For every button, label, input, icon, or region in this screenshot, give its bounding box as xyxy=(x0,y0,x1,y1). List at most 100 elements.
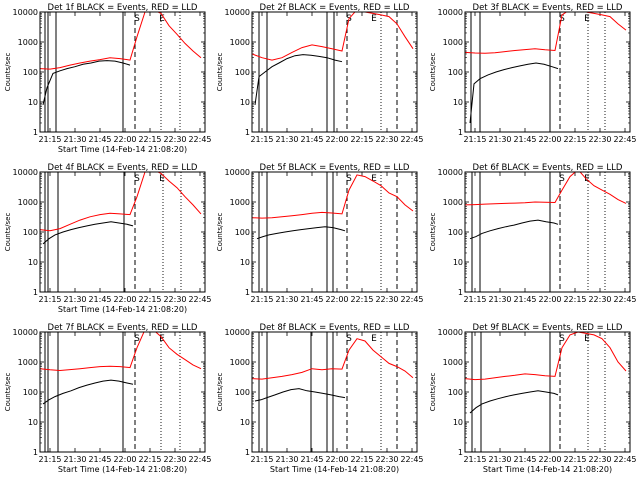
panel-title: Det 3f BLACK = Events, RED = LLD xyxy=(473,3,623,13)
x-tick-label: 21:30 xyxy=(275,295,298,304)
annotation-s: S xyxy=(559,14,565,24)
detector-panel-8: Det 8f BLACK = Events, RED = LLD Counts/s… xyxy=(216,323,424,474)
x-tick-label: 22:15 xyxy=(350,455,373,464)
y-tick-label: 1 xyxy=(33,448,38,457)
y-tick-label: 1 xyxy=(33,128,38,137)
x-tick-label: 22:00 xyxy=(325,295,348,304)
x-tick-label: 21:15 xyxy=(38,135,61,144)
detector-panel-7: Det 7f BLACK = Events, RED = LLD Counts/s… xyxy=(4,323,212,474)
plot-frame xyxy=(464,331,631,453)
y-tick-label: 1 xyxy=(458,128,463,137)
series-events-line xyxy=(469,62,559,124)
y-tick-label: 10 xyxy=(453,258,463,267)
y-axis-label: Counts/sec xyxy=(4,373,12,412)
panel-title: Det 9f BLACK = Events, RED = LLD xyxy=(473,323,623,333)
x-tick-label: 22:00 xyxy=(113,455,136,464)
x-tick-label: 21:45 xyxy=(300,295,323,304)
x-tick-label: 21:15 xyxy=(38,295,61,304)
x-tick-label: 22:15 xyxy=(350,295,373,304)
y-tick-label: 1000 xyxy=(18,198,38,207)
y-tick-label: 1 xyxy=(33,288,38,297)
series-events-line xyxy=(42,221,134,245)
x-tick-label: 22:45 xyxy=(188,135,211,144)
y-axis-label: Counts/sec xyxy=(4,213,12,252)
series-lld-line xyxy=(465,172,627,206)
x-tick-label: 22:15 xyxy=(138,135,161,144)
x-tick-label: 21:45 xyxy=(88,455,111,464)
y-tick-label: 10000 xyxy=(225,328,250,337)
series-lld-line xyxy=(252,12,414,61)
x-tick-label: 21:45 xyxy=(300,455,323,464)
y-tick-label: 1 xyxy=(458,448,463,457)
plot-frame xyxy=(251,331,418,453)
series-events-line xyxy=(256,226,346,240)
x-tick-label: 21:30 xyxy=(488,295,511,304)
x-tick-label: 22:15 xyxy=(350,135,373,144)
x-tick-label: 21:30 xyxy=(63,135,86,144)
x-tick-label: 22:15 xyxy=(563,455,586,464)
annotation-e: E xyxy=(159,174,165,184)
y-tick-label: 100 xyxy=(23,388,38,397)
y-tick-label: 10000 xyxy=(438,168,463,177)
x-tick-label: 21:15 xyxy=(38,455,61,464)
detector-panel-9: Det 9f BLACK = Events, RED = LLD Counts/s… xyxy=(429,323,637,474)
plot-frame xyxy=(464,171,631,293)
y-tick-label: 100 xyxy=(448,388,463,397)
x-tick-label: 22:45 xyxy=(188,295,211,304)
x-tick-label: 22:45 xyxy=(400,135,423,144)
y-tick-label: 10000 xyxy=(13,328,38,337)
x-tick-label: 22:00 xyxy=(538,295,561,304)
plot-frame xyxy=(39,331,206,453)
x-tick-label: 22:00 xyxy=(538,135,561,144)
x-axis-label: Start Time (14-Feb-14 21:08:20) xyxy=(58,305,187,314)
x-tick-label: 21:15 xyxy=(463,295,486,304)
x-tick-label: 22:30 xyxy=(375,455,398,464)
series-lld-line xyxy=(40,12,202,70)
x-tick-label: 22:30 xyxy=(163,135,186,144)
y-tick-label: 1000 xyxy=(18,358,38,367)
y-axis-label: Counts/sec xyxy=(216,373,224,412)
y-tick-label: 1000 xyxy=(230,38,250,47)
plot-frame xyxy=(251,171,418,293)
y-tick-label: 10 xyxy=(28,258,38,267)
x-tick-label: 22:00 xyxy=(113,295,136,304)
annotation-s: S xyxy=(134,334,140,344)
annotation-e: E xyxy=(371,334,377,344)
y-tick-label: 10000 xyxy=(438,328,463,337)
y-axis-label: Counts/sec xyxy=(429,373,437,412)
y-axis-label: Counts/sec xyxy=(216,53,224,92)
x-axis-label: Start Time (14-Feb-14 21:08:20) xyxy=(58,145,187,154)
y-tick-label: 10 xyxy=(28,418,38,427)
x-tick-label: 22:45 xyxy=(613,455,636,464)
y-tick-label: 100 xyxy=(235,388,250,397)
panel-title: Det 6f BLACK = Events, RED = LLD xyxy=(473,163,623,173)
x-tick-label: 21:15 xyxy=(463,135,486,144)
y-tick-label: 100 xyxy=(235,228,250,237)
y-tick-label: 1000 xyxy=(443,38,463,47)
y-tick-label: 10000 xyxy=(225,168,250,177)
x-tick-label: 22:30 xyxy=(163,295,186,304)
y-tick-label: 1 xyxy=(458,288,463,297)
series-lld-line xyxy=(40,332,202,372)
y-tick-label: 1 xyxy=(245,128,250,137)
detector-panel-4: Det 4f BLACK = Events, RED = LLD Counts/s… xyxy=(4,163,212,314)
detector-panel-1: Det 1f BLACK = Events, RED = LLD Counts/s… xyxy=(4,3,212,154)
x-tick-label: 21:30 xyxy=(63,455,86,464)
y-tick-label: 10000 xyxy=(438,8,463,17)
x-tick-label: 22:45 xyxy=(613,135,636,144)
annotation-e: E xyxy=(584,14,590,24)
x-tick-label: 21:30 xyxy=(63,295,86,304)
y-tick-label: 1000 xyxy=(443,198,463,207)
x-tick-label: 21:45 xyxy=(513,135,536,144)
panel-title: Det 7f BLACK = Events, RED = LLD xyxy=(48,323,198,333)
annotation-e: E xyxy=(584,334,590,344)
series-lld-line xyxy=(40,172,202,232)
series-lld-line xyxy=(252,338,414,380)
series-events-line xyxy=(254,54,343,105)
x-tick-label: 22:15 xyxy=(138,455,161,464)
y-tick-label: 100 xyxy=(23,68,38,77)
x-tick-label: 22:00 xyxy=(325,135,348,144)
x-tick-label: 22:30 xyxy=(375,135,398,144)
y-tick-label: 10000 xyxy=(13,168,38,177)
